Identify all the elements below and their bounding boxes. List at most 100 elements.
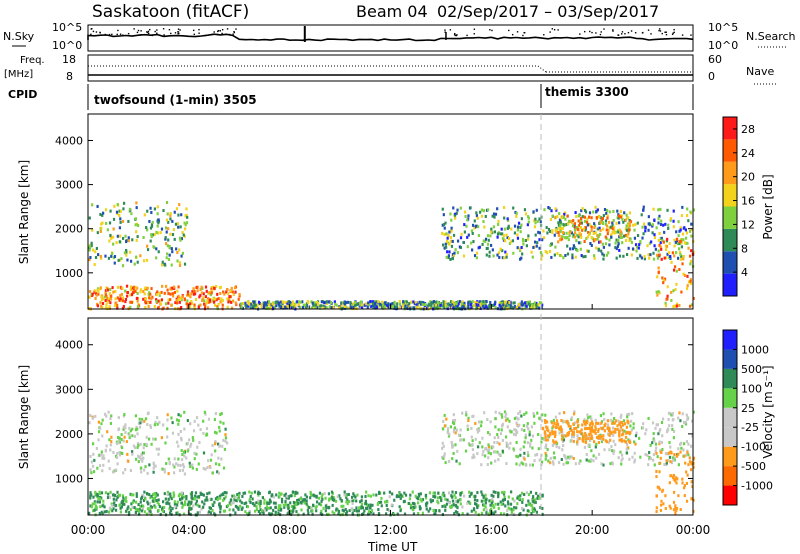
power-cell [108,305,111,309]
velocity-cell [597,427,600,431]
velocity-cell [167,457,170,461]
velocity-cell [388,495,391,499]
velocity-cell [527,502,530,506]
velocity-cell [190,491,194,495]
power-cell [550,255,553,259]
power-cell [588,211,592,215]
velocity-cell [156,422,159,426]
power-cell [262,306,265,310]
power-cell [594,231,597,235]
power-cell [639,240,642,244]
power-cell [135,230,138,234]
velocity-cell [454,504,457,508]
velocity-cell [138,417,141,421]
velocity-cell [205,427,209,431]
power-cell [116,285,120,289]
velocity-cell [287,496,290,500]
velocity-colorbar-tick-label: 500 [741,363,762,376]
power-cell [118,258,122,262]
velocity-cell [505,441,508,445]
velocity-cell [140,466,143,470]
power-cell [666,208,669,212]
power-cell [186,215,189,219]
power-cell [476,216,479,220]
power-cell [534,221,537,225]
velocity-cell [232,494,236,498]
velocity-cell [492,494,495,498]
power-cell [505,255,508,259]
power-cell [148,296,151,300]
velocity-cell [224,436,228,440]
velocity-cell [278,491,281,495]
velocity-cell [245,501,248,505]
power-cell [602,253,605,257]
velocity-cell [628,412,631,416]
power-cell [593,256,596,260]
velocity-cell [97,430,101,434]
power-cell [656,293,659,297]
power-cell [193,290,196,294]
velocity-cell [120,437,123,441]
velocity-cell [121,452,124,456]
velocity-cell [103,412,107,416]
power-cell [223,292,226,296]
velocity-cell [175,462,178,466]
power-cell [406,306,410,310]
power-cell [155,298,158,302]
power-cell [577,241,581,245]
power-cell [175,247,178,251]
velocity-cell [222,498,225,502]
power-cell [306,300,309,304]
power-cell [340,304,343,308]
velocity-cell [560,457,563,461]
velocity-cell [534,498,537,502]
velocity-cell [202,419,205,423]
velocity-cell [494,410,497,414]
nsearch-point [630,30,633,32]
velocity-cell [670,461,674,465]
power-cell [489,243,493,247]
power-cell [173,290,176,294]
velocity-cell [660,499,663,503]
power-cell [121,299,124,303]
velocity-cell [390,503,393,507]
velocity-cell [93,500,96,504]
velocity-cell [490,446,493,450]
power-cell [641,225,644,229]
power-cell [291,300,294,304]
velocity-cell [529,490,533,494]
velocity-cell [196,445,199,449]
power-cell [100,222,103,226]
power-cell [601,252,604,256]
power-cell [510,227,513,231]
power-cell [100,298,103,302]
velocity-cell [93,458,96,462]
power-cell [640,256,644,260]
power-cell [402,302,405,306]
power-cell [449,230,452,234]
velocity-cell [668,441,671,445]
power-cell [445,232,448,236]
velocity-cell [547,459,550,463]
power-cell [602,257,605,261]
velocity-cell [181,505,184,509]
power-cell [235,303,238,307]
velocity-cell [311,503,315,507]
velocity-cell [470,492,473,496]
velocity-cell [270,512,274,516]
velocity-cell [488,448,491,452]
velocity-cell [124,430,127,434]
velocity-cell [219,496,222,500]
power-cell [450,244,454,248]
velocity-colorbar-tick-label: 1000 [741,343,769,356]
velocity-cell [199,492,203,496]
power-cell [135,206,138,210]
velocity-cell [590,436,594,440]
velocity-cell [330,490,334,494]
velocity-cell [393,498,396,502]
power-cell [146,244,149,248]
velocity-cell [204,467,207,471]
velocity-cell [154,437,157,441]
velocity-cell [196,503,199,507]
